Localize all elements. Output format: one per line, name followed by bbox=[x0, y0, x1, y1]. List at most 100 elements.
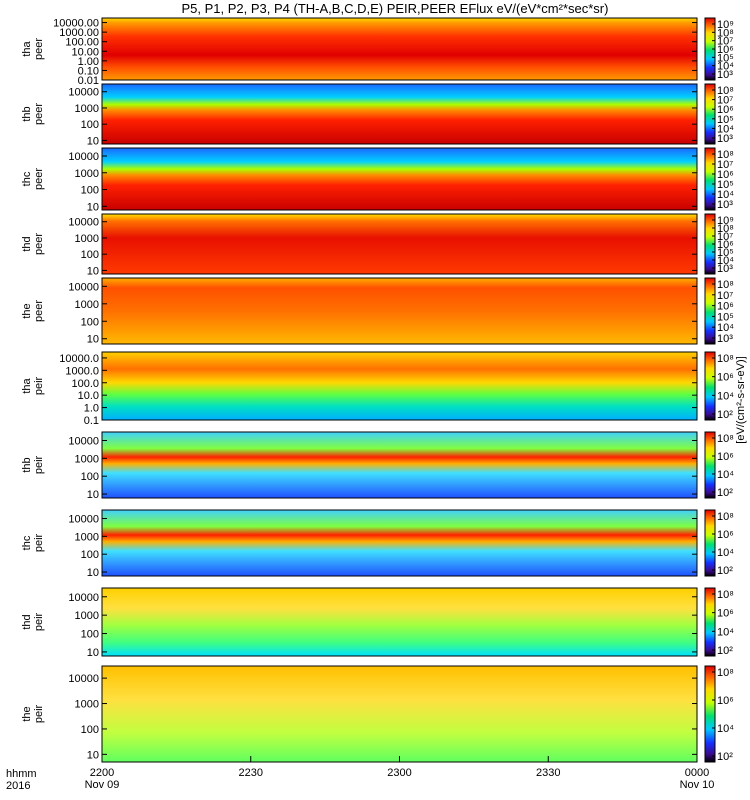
colorbar-tick-label: 10⁸ bbox=[717, 511, 734, 523]
x-tick-label: 0000 bbox=[685, 767, 709, 779]
y-tick-label: 10 bbox=[87, 489, 99, 501]
colorbar-tick-label: 10³ bbox=[717, 263, 733, 275]
y-tick-label: 10000 bbox=[68, 592, 99, 604]
colorbar-tick-label: 10³ bbox=[717, 333, 733, 345]
colorbar-tick-label: 10⁵ bbox=[717, 52, 734, 64]
chart-title: P5, P1, P2, P3, P4 (TH-A,B,C,D,E) PEIR,P… bbox=[182, 1, 609, 16]
y-tick-label: 1000 bbox=[75, 299, 99, 311]
y-tick-label: 1000 bbox=[75, 103, 99, 115]
colorbar-tick-label: 10⁵ bbox=[717, 311, 734, 323]
colorbar-tick-label: 10⁴ bbox=[717, 547, 734, 559]
panel-frame bbox=[101, 351, 698, 421]
y-tick-label: 1.0 bbox=[84, 403, 99, 415]
y-tick-label: 10000.0 bbox=[59, 353, 99, 365]
y-tick-label: 10.0 bbox=[78, 390, 99, 402]
x-tick-label: 2200 bbox=[90, 767, 114, 779]
panel-frame bbox=[101, 17, 698, 81]
y-tick-label: 10000 bbox=[68, 281, 99, 293]
colorbar-tick-label: 10⁶ bbox=[717, 104, 734, 116]
colorbar-tick-label: 10⁸ bbox=[717, 85, 734, 97]
colorbar-tick-label: 10⁹ bbox=[717, 19, 734, 31]
y-tick-label: 1000.0 bbox=[65, 365, 99, 377]
y-tick-label: 10000 bbox=[68, 151, 99, 163]
colorbar-tick-label: 10³ bbox=[717, 199, 733, 211]
y-tick-label: 10000 bbox=[68, 87, 99, 99]
colorbar-tick-label: 10⁴ bbox=[717, 390, 734, 402]
colorbar-tick-label: 10⁶ bbox=[717, 529, 734, 541]
colorbar-tick-label: 10⁷ bbox=[717, 290, 733, 302]
colorbar-tick-label: 10⁴ bbox=[717, 723, 734, 735]
colorbar bbox=[704, 351, 716, 421]
spectrogram-the-peir bbox=[102, 666, 697, 762]
colorbar-tick-label: 10⁸ bbox=[717, 27, 734, 39]
y-tick-label: 10 bbox=[87, 265, 99, 277]
panel-probe-label: thb bbox=[21, 457, 33, 472]
colorbar-tick-label: 10⁴ bbox=[717, 322, 734, 334]
colorbar-tick-label: 10⁸ bbox=[717, 279, 734, 291]
colorbar-tick-label: 10⁷ bbox=[717, 36, 733, 48]
colorbar-tick-label: 10⁸ bbox=[717, 589, 734, 601]
y-tick-label: 10000.00 bbox=[53, 18, 99, 30]
panel-thb-peir: 10000 1000 100 10 thb peir 10⁸ 10⁶ 10⁴ 10² bbox=[21, 431, 734, 501]
y-tick-label: 1.00 bbox=[78, 56, 99, 68]
panel-thc-peir: 10000 1000 100 10 thc peir 10⁸ 10⁶ 10⁴ 10² bbox=[21, 509, 734, 579]
panel-probe-label: thd bbox=[21, 614, 33, 629]
y-tick-label: 10 bbox=[87, 135, 99, 147]
x-corner-label-2: 2016 bbox=[6, 780, 30, 792]
spectrogram-tha-peer bbox=[102, 18, 697, 80]
colorbar-tick-label: 10⁶ bbox=[717, 44, 734, 56]
y-tick-label: 10 bbox=[87, 749, 99, 761]
colorbar-tick-label: 10⁴ bbox=[717, 61, 734, 73]
spectrogram-thc-peir bbox=[102, 510, 697, 576]
x-tick-label: 2230 bbox=[239, 767, 263, 779]
colorbar-tick-label: 10⁴ bbox=[717, 123, 734, 135]
panel-species-label: peir bbox=[33, 533, 45, 552]
colorbar-tick-label: 10⁵ bbox=[717, 179, 734, 191]
y-tick-label: 10000 bbox=[68, 673, 99, 685]
panel-species-label: peir bbox=[33, 612, 45, 631]
x-tick-date-label: Nov 10 bbox=[680, 779, 715, 791]
y-tick-label: 10 bbox=[87, 567, 99, 579]
colorbar-tick-label: 10⁶ bbox=[717, 608, 734, 620]
colorbar-tick-label: 10⁷ bbox=[717, 159, 733, 171]
colorbar-tick-label: 10⁶ bbox=[717, 301, 734, 313]
y-tick-label: 0.1 bbox=[84, 415, 99, 427]
panel-species-label: peir bbox=[33, 455, 45, 474]
spectrogram-thc-peer bbox=[102, 148, 697, 210]
colorbar bbox=[704, 431, 716, 499]
y-tick-label: 100 bbox=[81, 471, 99, 483]
panel-frame bbox=[101, 213, 698, 275]
y-tick-label: 100 bbox=[81, 549, 99, 561]
panel-probe-label: thd bbox=[21, 236, 33, 251]
colorbar bbox=[704, 277, 716, 345]
colorbar-tick-label: 10² bbox=[717, 487, 733, 499]
panel-species-label: peir bbox=[33, 376, 45, 395]
colorbar-tick-label: 10⁴ bbox=[717, 189, 734, 201]
colorbar bbox=[704, 587, 716, 657]
colorbar-tick-label: 10² bbox=[717, 565, 733, 577]
panel-species-label: peir bbox=[33, 704, 45, 723]
panel-frame bbox=[101, 277, 698, 345]
y-tick-label: 10000 bbox=[68, 514, 99, 526]
panel-frame bbox=[101, 509, 698, 577]
panel-probe-label: the bbox=[21, 303, 33, 318]
y-tick-label: 10 bbox=[87, 647, 99, 659]
spectrogram-thb-peir bbox=[102, 432, 697, 498]
colorbar-tick-label: 10⁷ bbox=[717, 95, 733, 107]
panel-species-label: peer bbox=[33, 103, 45, 125]
panel-probe-label: the bbox=[21, 706, 33, 721]
colorbar bbox=[704, 147, 716, 211]
colorbar-tick-label: 10⁹ bbox=[717, 215, 734, 227]
y-tick-label: 10000 bbox=[68, 436, 99, 448]
colorbar-tick-label: 10⁵ bbox=[717, 114, 734, 126]
y-tick-label: 100 bbox=[81, 119, 99, 131]
colorbar-tick-label: 10³ bbox=[717, 69, 733, 81]
colorbar-tick-label: 10⁶ bbox=[717, 372, 734, 384]
y-tick-label: 100 bbox=[81, 724, 99, 736]
y-tick-label: 1000 bbox=[75, 610, 99, 622]
y-tick-label: 1000 bbox=[75, 531, 99, 543]
